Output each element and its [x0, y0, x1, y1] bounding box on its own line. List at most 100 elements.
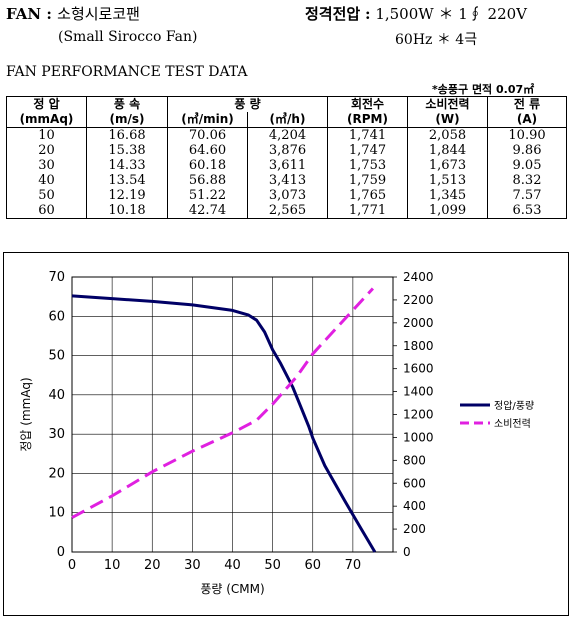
table-cell: 1,844 [407, 143, 489, 158]
table-row: 30 14.33 60.18 3,611 1,753 1,673 9.05 [6, 158, 568, 173]
y-tick-label: 20 [48, 466, 65, 481]
x-axis-title: 풍량 (CMM) [200, 582, 264, 596]
rating-colon: : [364, 5, 371, 23]
col-header-air-velocity: 풍 속 [86, 96, 168, 112]
y-tick-label: 0 [57, 545, 65, 560]
header-row-names: 정 압 풍 속 풍 량 회전수 소비전력 전 류 [6, 96, 568, 112]
table-cell: 12.19 [86, 188, 168, 203]
table-cell: 8.32 [487, 173, 568, 188]
table-cell: 3,876 [246, 143, 329, 158]
y2-tick-label: 1400 [403, 385, 434, 399]
y2-tick-label: 600 [403, 476, 426, 490]
fan-colon: : [46, 5, 52, 23]
y2-tick-label: 1000 [403, 430, 434, 444]
table-cell: 1,753 [327, 158, 409, 173]
table-cell: 7.57 [487, 188, 568, 203]
y-tick-label: 10 [48, 506, 65, 521]
unit-rpm: (RPM) [327, 112, 409, 128]
table-cell: 10 [6, 127, 87, 143]
fan-name-english: (Small Sirocco Fan) [58, 29, 198, 45]
section-title: FAN PERFORMANCE TEST DATA [6, 64, 248, 80]
table-cell: 56.88 [167, 173, 248, 188]
y2-tick-label: 2200 [403, 293, 434, 307]
y-tick-label: 50 [48, 349, 65, 364]
y2-tick-label: 1200 [403, 408, 434, 422]
y2-tick-label: 2400 [403, 270, 434, 284]
performance-table: 정 압 풍 속 풍 량 회전수 소비전력 전 류 (mmAq) (m/s) (㎥… [6, 96, 568, 219]
table-cell: 10.18 [86, 203, 168, 219]
frequency-value: 60Hz ＊ 4극 [395, 32, 478, 48]
col-header-current: 전 류 [487, 96, 568, 112]
table-cell: 3,413 [246, 173, 329, 188]
unit-mmaq: (mmAq) [6, 112, 87, 128]
x-tick-label: 40 [224, 558, 241, 573]
table-cell: 1,747 [327, 143, 409, 158]
col-header-static-pressure: 정 압 [6, 96, 87, 112]
x-tick-label: 60 [304, 558, 321, 573]
table-cell: 3,073 [246, 188, 329, 203]
table-cell: 60.18 [167, 158, 248, 173]
y2-tick-label: 2000 [403, 316, 434, 330]
table-row: 10 16.68 70.06 4,204 1,741 2,058 10.90 [6, 127, 568, 143]
table-cell: 9.05 [487, 158, 568, 173]
table-cell: 60 [6, 203, 87, 219]
x-tick-label: 30 [184, 558, 201, 573]
table-cell: 2,565 [246, 203, 329, 219]
y-tick-label: 70 [48, 270, 65, 285]
table-cell: 3,611 [246, 158, 329, 173]
table-cell: 1,673 [407, 158, 489, 173]
table-cell: 70.06 [167, 127, 248, 143]
table-cell: 1,741 [327, 127, 409, 143]
rating-label: 정격전압 [305, 5, 361, 23]
y-tick-label: 30 [48, 427, 65, 442]
table-cell: 42.74 [167, 203, 248, 219]
y2-tick-label: 200 [403, 522, 426, 536]
table-cell: 40 [6, 173, 87, 188]
col-header-air-volume: 풍 량 [166, 96, 329, 112]
table-cell: 6.53 [487, 203, 568, 219]
y-tick-label: 60 [48, 309, 65, 324]
table-cell: 1,771 [327, 203, 409, 219]
outlet-area-note: *송풍구 면적 0.07㎡ [432, 83, 535, 96]
table-cell: 20 [6, 143, 87, 158]
x-tick-label: 20 [144, 558, 161, 573]
table-cell: 10.90 [487, 127, 568, 143]
table-cell: 9.86 [487, 143, 568, 158]
table-cell: 4,204 [246, 127, 329, 143]
table-cell: 30 [6, 158, 87, 173]
table-row: 50 12.19 51.22 3,073 1,765 1,345 7.57 [6, 188, 568, 203]
table-cell: 16.68 [86, 127, 168, 143]
table-cell: 15.38 [86, 143, 168, 158]
fan-label: FAN [6, 5, 42, 23]
table-cell: 1,765 [327, 188, 409, 203]
table-cell: 51.22 [167, 188, 248, 203]
table-cell: 2,058 [407, 127, 489, 143]
unit-w: (W) [407, 112, 489, 128]
legend-label: 소비전력 [494, 418, 531, 430]
y2-tick-label: 400 [403, 499, 426, 513]
legend-label: 정압/풍량 [494, 399, 534, 412]
x-tick-label: 0 [68, 558, 76, 573]
x-tick-label: 10 [104, 558, 121, 573]
col-header-power: 소비전력 [407, 96, 489, 112]
y2-tick-label: 1800 [403, 339, 434, 353]
y2-tick-label: 0 [403, 545, 411, 559]
series-line-pressure [71, 294, 377, 553]
table-cell: 1,099 [407, 203, 489, 219]
table-row: 20 15.38 64.60 3,876 1,747 1,844 9.86 [6, 143, 568, 158]
y2-tick-label: 800 [403, 453, 426, 467]
col-header-rpm: 회전수 [327, 96, 409, 112]
y-axis-title: 정압 (mmAq) [19, 377, 33, 451]
fan-name-korean: 소형시로코팬 [57, 5, 140, 23]
table-row: 40 13.54 56.88 3,413 1,759 1,513 8.32 [6, 173, 568, 188]
x-tick-label: 50 [264, 558, 281, 573]
chart-frame [3, 252, 569, 616]
rating-value: 1,500W ＊ 1∮ 220V [375, 5, 527, 23]
x-tick-label: 70 [345, 558, 362, 573]
y-tick-label: 40 [48, 388, 65, 403]
y2-tick-label: 1600 [403, 362, 434, 376]
table-cell: 1,513 [407, 173, 489, 188]
table-row: 60 10.18 42.74 2,565 1,771 1,099 6.53 [6, 203, 568, 219]
series-line-power [71, 287, 375, 519]
